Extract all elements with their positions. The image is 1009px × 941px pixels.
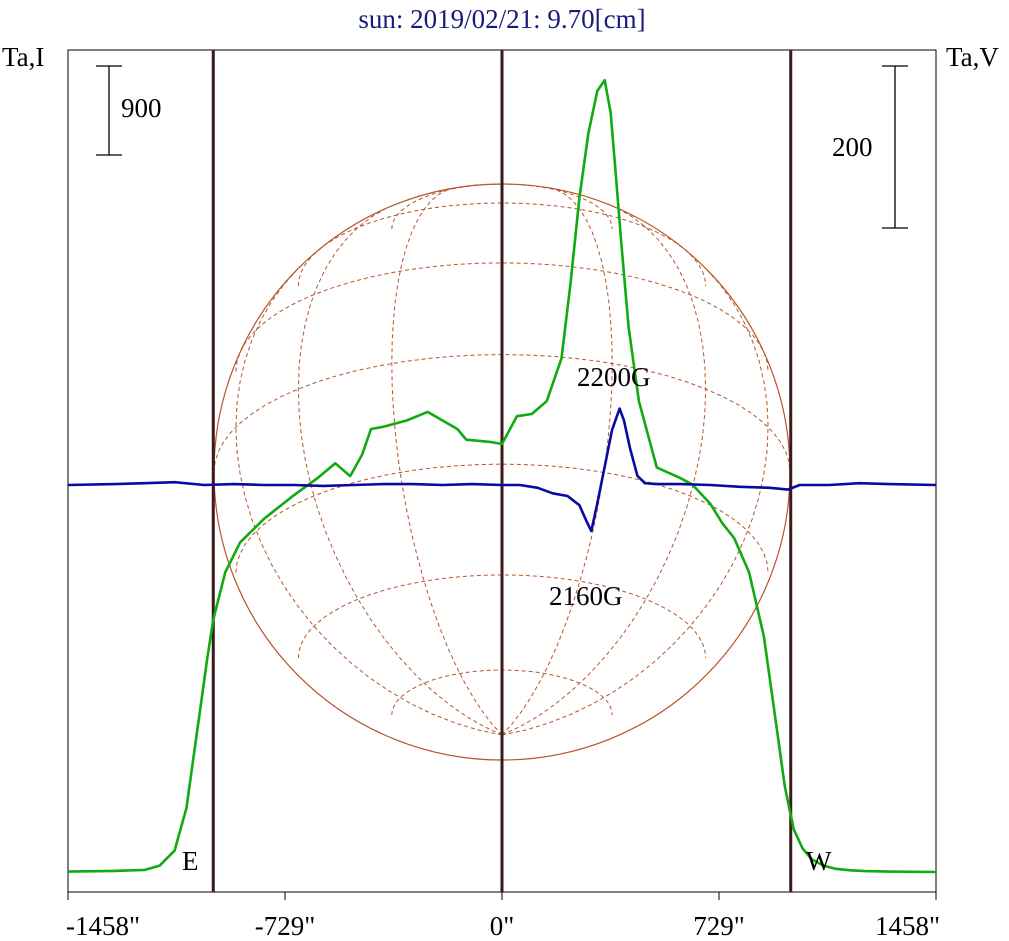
longitude-line [297,208,503,736]
y-axis-label-right: Ta,V [946,42,999,72]
latitude-line [297,574,707,658]
annotation-2160g: 2160G [549,581,623,611]
series-intensity-line [67,78,937,874]
x-tick-label: -729" [255,911,316,941]
x-tick-label: 0" [490,911,515,941]
latitude-line [297,202,707,287]
limb-lines [211,50,793,892]
annotation-2200g: 2200G [577,362,651,392]
latitude-line [235,463,769,573]
x-tick-label: -1458" [66,911,140,941]
limb-label-east: E [182,846,199,876]
latitude-line [235,262,769,372]
longitude-line [501,187,613,736]
x-axis-ticks: -1458" -729" 0" 729" 1458" [66,892,940,941]
series-polarization-line [67,407,937,533]
longitude-line [501,208,707,736]
chart-title: sun: 2019/02/21: 9.70[cm] [358,4,645,34]
y-axis-label-left: Ta,I [2,42,44,72]
scale-label-right: 200 [832,132,873,162]
x-tick-label: 1458" [875,911,940,941]
longitude-line [235,268,503,736]
x-tick-label: 729" [693,911,745,941]
limb-label-west: W [806,846,832,876]
longitude-line [391,187,503,736]
scale-label-left: 900 [121,93,162,123]
scale-bar-right [882,65,908,229]
scale-bar-left [96,65,122,156]
longitude-line [501,268,769,736]
